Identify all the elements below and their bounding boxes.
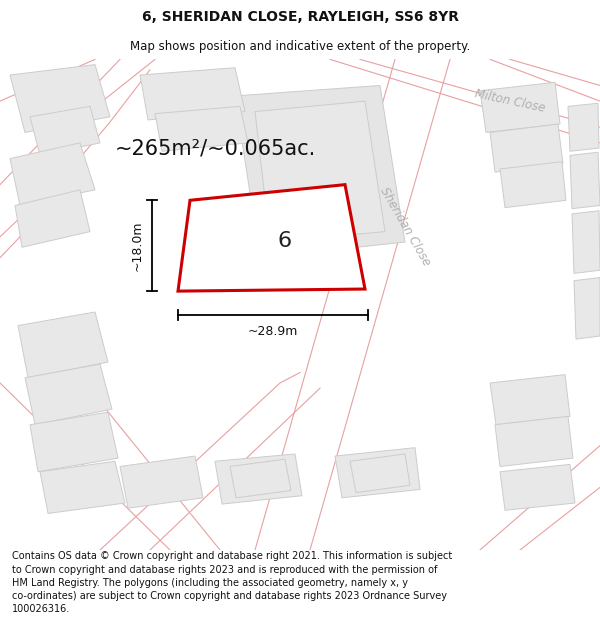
Polygon shape — [235, 86, 405, 258]
Text: ~28.9m: ~28.9m — [248, 326, 298, 338]
Text: Map shows position and indicative extent of the property.: Map shows position and indicative extent… — [130, 40, 470, 52]
Polygon shape — [230, 459, 291, 498]
Polygon shape — [140, 68, 245, 120]
Polygon shape — [480, 82, 560, 132]
Polygon shape — [30, 412, 118, 472]
Polygon shape — [574, 278, 600, 339]
Polygon shape — [215, 454, 302, 504]
Text: ~18.0m: ~18.0m — [131, 221, 143, 271]
Polygon shape — [490, 124, 563, 172]
Polygon shape — [25, 364, 112, 425]
Polygon shape — [490, 374, 570, 425]
Polygon shape — [500, 162, 566, 208]
Polygon shape — [350, 454, 410, 493]
Text: Milton Close: Milton Close — [473, 88, 547, 115]
Polygon shape — [570, 152, 600, 209]
Polygon shape — [18, 312, 108, 378]
Text: ~265m²/~0.065ac.: ~265m²/~0.065ac. — [115, 138, 316, 158]
Polygon shape — [10, 64, 110, 132]
Polygon shape — [120, 456, 203, 508]
Polygon shape — [255, 101, 385, 242]
Text: Sheridan Close: Sheridan Close — [377, 185, 433, 268]
Polygon shape — [568, 103, 599, 151]
Polygon shape — [10, 143, 95, 206]
Text: Contains OS data © Crown copyright and database right 2021. This information is : Contains OS data © Crown copyright and d… — [12, 551, 452, 614]
Polygon shape — [495, 416, 573, 466]
Text: 6: 6 — [277, 231, 292, 251]
Polygon shape — [30, 106, 100, 156]
Polygon shape — [335, 448, 420, 498]
Polygon shape — [15, 190, 90, 248]
Polygon shape — [572, 211, 600, 273]
Polygon shape — [178, 184, 365, 291]
Polygon shape — [155, 106, 248, 151]
Polygon shape — [40, 461, 125, 514]
Text: 6, SHERIDAN CLOSE, RAYLEIGH, SS6 8YR: 6, SHERIDAN CLOSE, RAYLEIGH, SS6 8YR — [142, 9, 458, 24]
Polygon shape — [500, 464, 575, 511]
